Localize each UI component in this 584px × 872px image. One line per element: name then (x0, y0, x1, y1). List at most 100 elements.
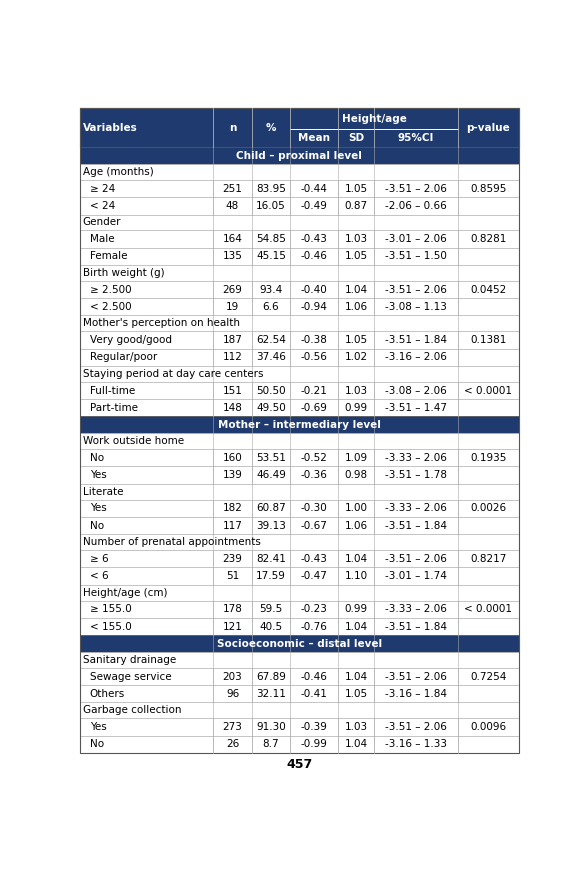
Text: 6.6: 6.6 (263, 302, 279, 312)
Text: 117: 117 (223, 521, 242, 530)
Text: 1.03: 1.03 (345, 234, 367, 244)
Text: Male: Male (90, 234, 114, 244)
Text: 91.30: 91.30 (256, 722, 286, 732)
Bar (80, 685, 519, 703)
Text: 19: 19 (226, 302, 239, 312)
Bar (80, 668, 519, 685)
Text: 187: 187 (223, 335, 242, 345)
Text: 164: 164 (223, 234, 242, 244)
Text: -3.01 – 2.06: -3.01 – 2.06 (385, 234, 447, 244)
Text: 1.04: 1.04 (345, 284, 367, 295)
Bar (80, 108, 519, 147)
Text: 0.8595: 0.8595 (470, 184, 506, 194)
Text: No: No (90, 739, 104, 749)
Bar (80, 467, 519, 484)
Text: Height/age (cm): Height/age (cm) (82, 588, 167, 597)
Text: -3.51 – 2.06: -3.51 – 2.06 (385, 671, 447, 682)
Bar (80, 703, 519, 719)
Text: 83.95: 83.95 (256, 184, 286, 194)
Text: -0.46: -0.46 (301, 251, 328, 262)
Text: -0.41: -0.41 (301, 689, 328, 698)
Text: Garbage collection: Garbage collection (82, 705, 181, 716)
Text: -3.01 – 1.74: -3.01 – 1.74 (385, 571, 447, 581)
Bar (80, 180, 519, 197)
Bar (80, 265, 519, 281)
Text: 0.0096: 0.0096 (470, 722, 506, 732)
Text: Yes: Yes (90, 722, 106, 732)
Text: 49.50: 49.50 (256, 403, 286, 412)
Text: 0.0452: 0.0452 (470, 284, 506, 295)
Text: 1.02: 1.02 (345, 352, 367, 363)
Text: 0.1381: 0.1381 (470, 335, 506, 345)
Bar (80, 500, 519, 517)
Text: 1.10: 1.10 (345, 571, 367, 581)
Text: -3.51 – 1.84: -3.51 – 1.84 (385, 622, 447, 631)
Text: No: No (90, 521, 104, 530)
Text: %: % (266, 123, 276, 133)
Text: 269: 269 (223, 284, 242, 295)
Text: 8.7: 8.7 (263, 739, 279, 749)
Text: 139: 139 (223, 470, 242, 480)
Text: Child – proximal level: Child – proximal level (237, 151, 362, 160)
Text: -3.08 – 2.06: -3.08 – 2.06 (385, 385, 447, 396)
Text: Gender: Gender (82, 217, 121, 228)
Bar (80, 230, 519, 248)
Text: Work outside home: Work outside home (82, 436, 183, 446)
Text: -0.36: -0.36 (301, 470, 328, 480)
Bar (80, 349, 519, 366)
Text: 251: 251 (223, 184, 242, 194)
Text: 178: 178 (223, 604, 242, 614)
Text: -0.46: -0.46 (301, 671, 328, 682)
Text: SD: SD (348, 133, 364, 143)
Bar (80, 417, 519, 433)
Bar (80, 719, 519, 736)
Text: 273: 273 (223, 722, 242, 732)
Text: Variables: Variables (84, 123, 138, 133)
Text: -3.08 – 1.13: -3.08 – 1.13 (385, 302, 447, 312)
Text: Full-time: Full-time (90, 385, 135, 396)
Text: -0.30: -0.30 (301, 503, 328, 514)
Text: 112: 112 (223, 352, 242, 363)
Text: p-value: p-value (467, 123, 510, 133)
Text: 1.04: 1.04 (345, 671, 367, 682)
Text: 48: 48 (226, 201, 239, 211)
Text: -0.23: -0.23 (301, 604, 328, 614)
Text: 46.49: 46.49 (256, 470, 286, 480)
Text: -0.49: -0.49 (301, 201, 328, 211)
Text: 50.50: 50.50 (256, 385, 286, 396)
Text: 1.03: 1.03 (345, 722, 367, 732)
Text: -0.69: -0.69 (301, 403, 328, 412)
Text: n: n (229, 123, 237, 133)
Text: -0.94: -0.94 (301, 302, 328, 312)
Text: 37.46: 37.46 (256, 352, 286, 363)
Text: 59.5: 59.5 (259, 604, 283, 614)
Text: -0.21: -0.21 (301, 385, 328, 396)
Text: No: No (90, 453, 104, 463)
Text: Number of prenatal appointments: Number of prenatal appointments (82, 537, 260, 548)
Text: 0.87: 0.87 (345, 201, 367, 211)
Text: 0.99: 0.99 (345, 403, 367, 412)
Bar (80, 108, 519, 147)
Text: 0.98: 0.98 (345, 470, 367, 480)
Text: -0.47: -0.47 (301, 571, 328, 581)
Text: -3.16 – 2.06: -3.16 – 2.06 (385, 352, 447, 363)
Text: Literate: Literate (82, 487, 123, 497)
Text: ≥ 155.0: ≥ 155.0 (90, 604, 131, 614)
Text: 1.00: 1.00 (345, 503, 367, 514)
Text: 96: 96 (226, 689, 239, 698)
Text: -3.51 – 1.78: -3.51 – 1.78 (385, 470, 447, 480)
Text: 182: 182 (223, 503, 242, 514)
Text: 1.04: 1.04 (345, 622, 367, 631)
Text: Height/age: Height/age (342, 113, 406, 124)
Text: 1.05: 1.05 (345, 689, 367, 698)
Text: -3.51 – 1.50: -3.51 – 1.50 (385, 251, 447, 262)
Bar (80, 517, 519, 535)
Bar (80, 298, 519, 316)
Bar (80, 736, 519, 753)
Text: -0.52: -0.52 (301, 453, 328, 463)
Text: 1.05: 1.05 (345, 335, 367, 345)
Bar (80, 331, 519, 349)
Bar (80, 147, 519, 164)
Text: -0.99: -0.99 (301, 739, 328, 749)
Text: -3.16 – 1.33: -3.16 – 1.33 (385, 739, 447, 749)
